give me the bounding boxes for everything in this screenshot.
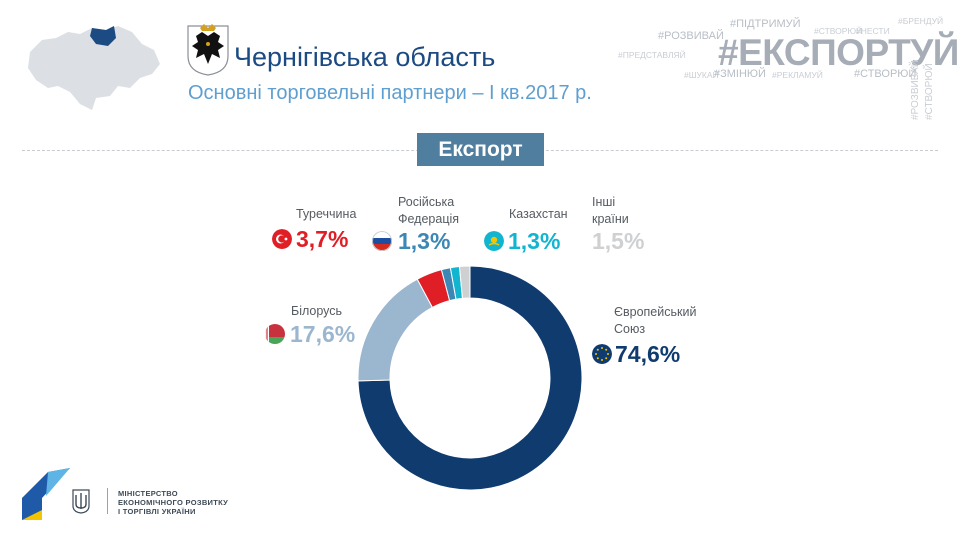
slice-eu (357, 265, 583, 491)
label-eu-line-2: Союз (614, 322, 646, 336)
value-turkey: 3,7% (296, 226, 349, 252)
ukraine-map-icon (28, 26, 160, 110)
label-russia-line-1: Російська (398, 195, 455, 209)
kazakhstan-flag-icon (484, 231, 504, 251)
page-title: Чернігівська область (234, 42, 496, 72)
belarus-flag-icon (265, 324, 285, 344)
page-subtitle: Основні торговельні партнери – І кв.2017… (188, 82, 592, 104)
ministry-line-3: І ТОРГІВЛІ УКРАЇНИ (118, 507, 196, 516)
label-turkey: Туреччина (296, 207, 357, 221)
label-other-line-1: Інші (592, 195, 616, 209)
russia-flag-icon (372, 231, 392, 251)
hashtag: #ШУКАЙ (684, 70, 719, 80)
value-other: 1,5% (592, 228, 645, 254)
label-belarus: Білорусь (291, 304, 343, 318)
turkey-flag-icon (272, 229, 292, 249)
ministry-name: МІНІСТЕРСТВО ЕКОНОМІЧНОГО РОЗВИТКУ І ТОР… (118, 489, 228, 516)
label-russia-line-2: Федерація (398, 212, 460, 226)
section-label-export: Експорт (417, 133, 544, 166)
hashtag: #РОЗВИВАЙ (658, 30, 724, 42)
label-eu-line-1: Європейський (614, 305, 697, 319)
ministry-line-2: ЕКОНОМІЧНОГО РОЗВИТКУ (118, 498, 229, 507)
value-belarus: 17,6% (290, 321, 356, 347)
ukraine-trident-icon (72, 489, 90, 514)
label-other-line-2: країни (592, 212, 629, 226)
hashtag: #ЗМІНЮЙ (714, 68, 766, 80)
value-kazakhstan: 1,3% (508, 228, 561, 254)
hashtag: #БРЕНДУЙ (898, 16, 944, 26)
label-eu: Європейський Союз (614, 304, 696, 338)
hashtag: #РЕКЛАМУЙ (772, 70, 823, 80)
label-other: Інші країни (592, 194, 629, 228)
footer-divider (107, 488, 108, 514)
hashtag: #НЕСТИ (856, 26, 890, 36)
eu-flag-icon (592, 344, 612, 364)
label-kazakhstan: Казахстан (509, 207, 568, 221)
chernihiv-coat-of-arms-icon (187, 24, 229, 76)
hashtag-main: #ЕКСПОРТУЙ (718, 32, 959, 73)
hashtag: #СТВОРЮЙ (854, 68, 917, 80)
slice-other (458, 265, 471, 299)
ministry-line-1: МІНІСТЕРСТВО (118, 489, 178, 498)
slice-belarus (357, 278, 434, 382)
value-eu: 74,6% (615, 341, 681, 367)
export-promotion-logo-icon (22, 468, 70, 520)
hashtag-cloud: #ПІДТРИМУЙ #БРЕНДУЙ #СТВОРЮЙ #НЕСТИ #РОЗ… (612, 12, 959, 124)
donut-slices (357, 265, 583, 491)
hashtag: #ПРЕДСТАВЛЯЙ (618, 50, 686, 60)
hashtag: #ПІДТРИМУЙ (730, 18, 801, 30)
value-russia: 1,3% (398, 228, 451, 254)
hashtag: #СТВОРЮЙ (814, 26, 863, 36)
label-russia: Російська Федерація (398, 194, 459, 228)
